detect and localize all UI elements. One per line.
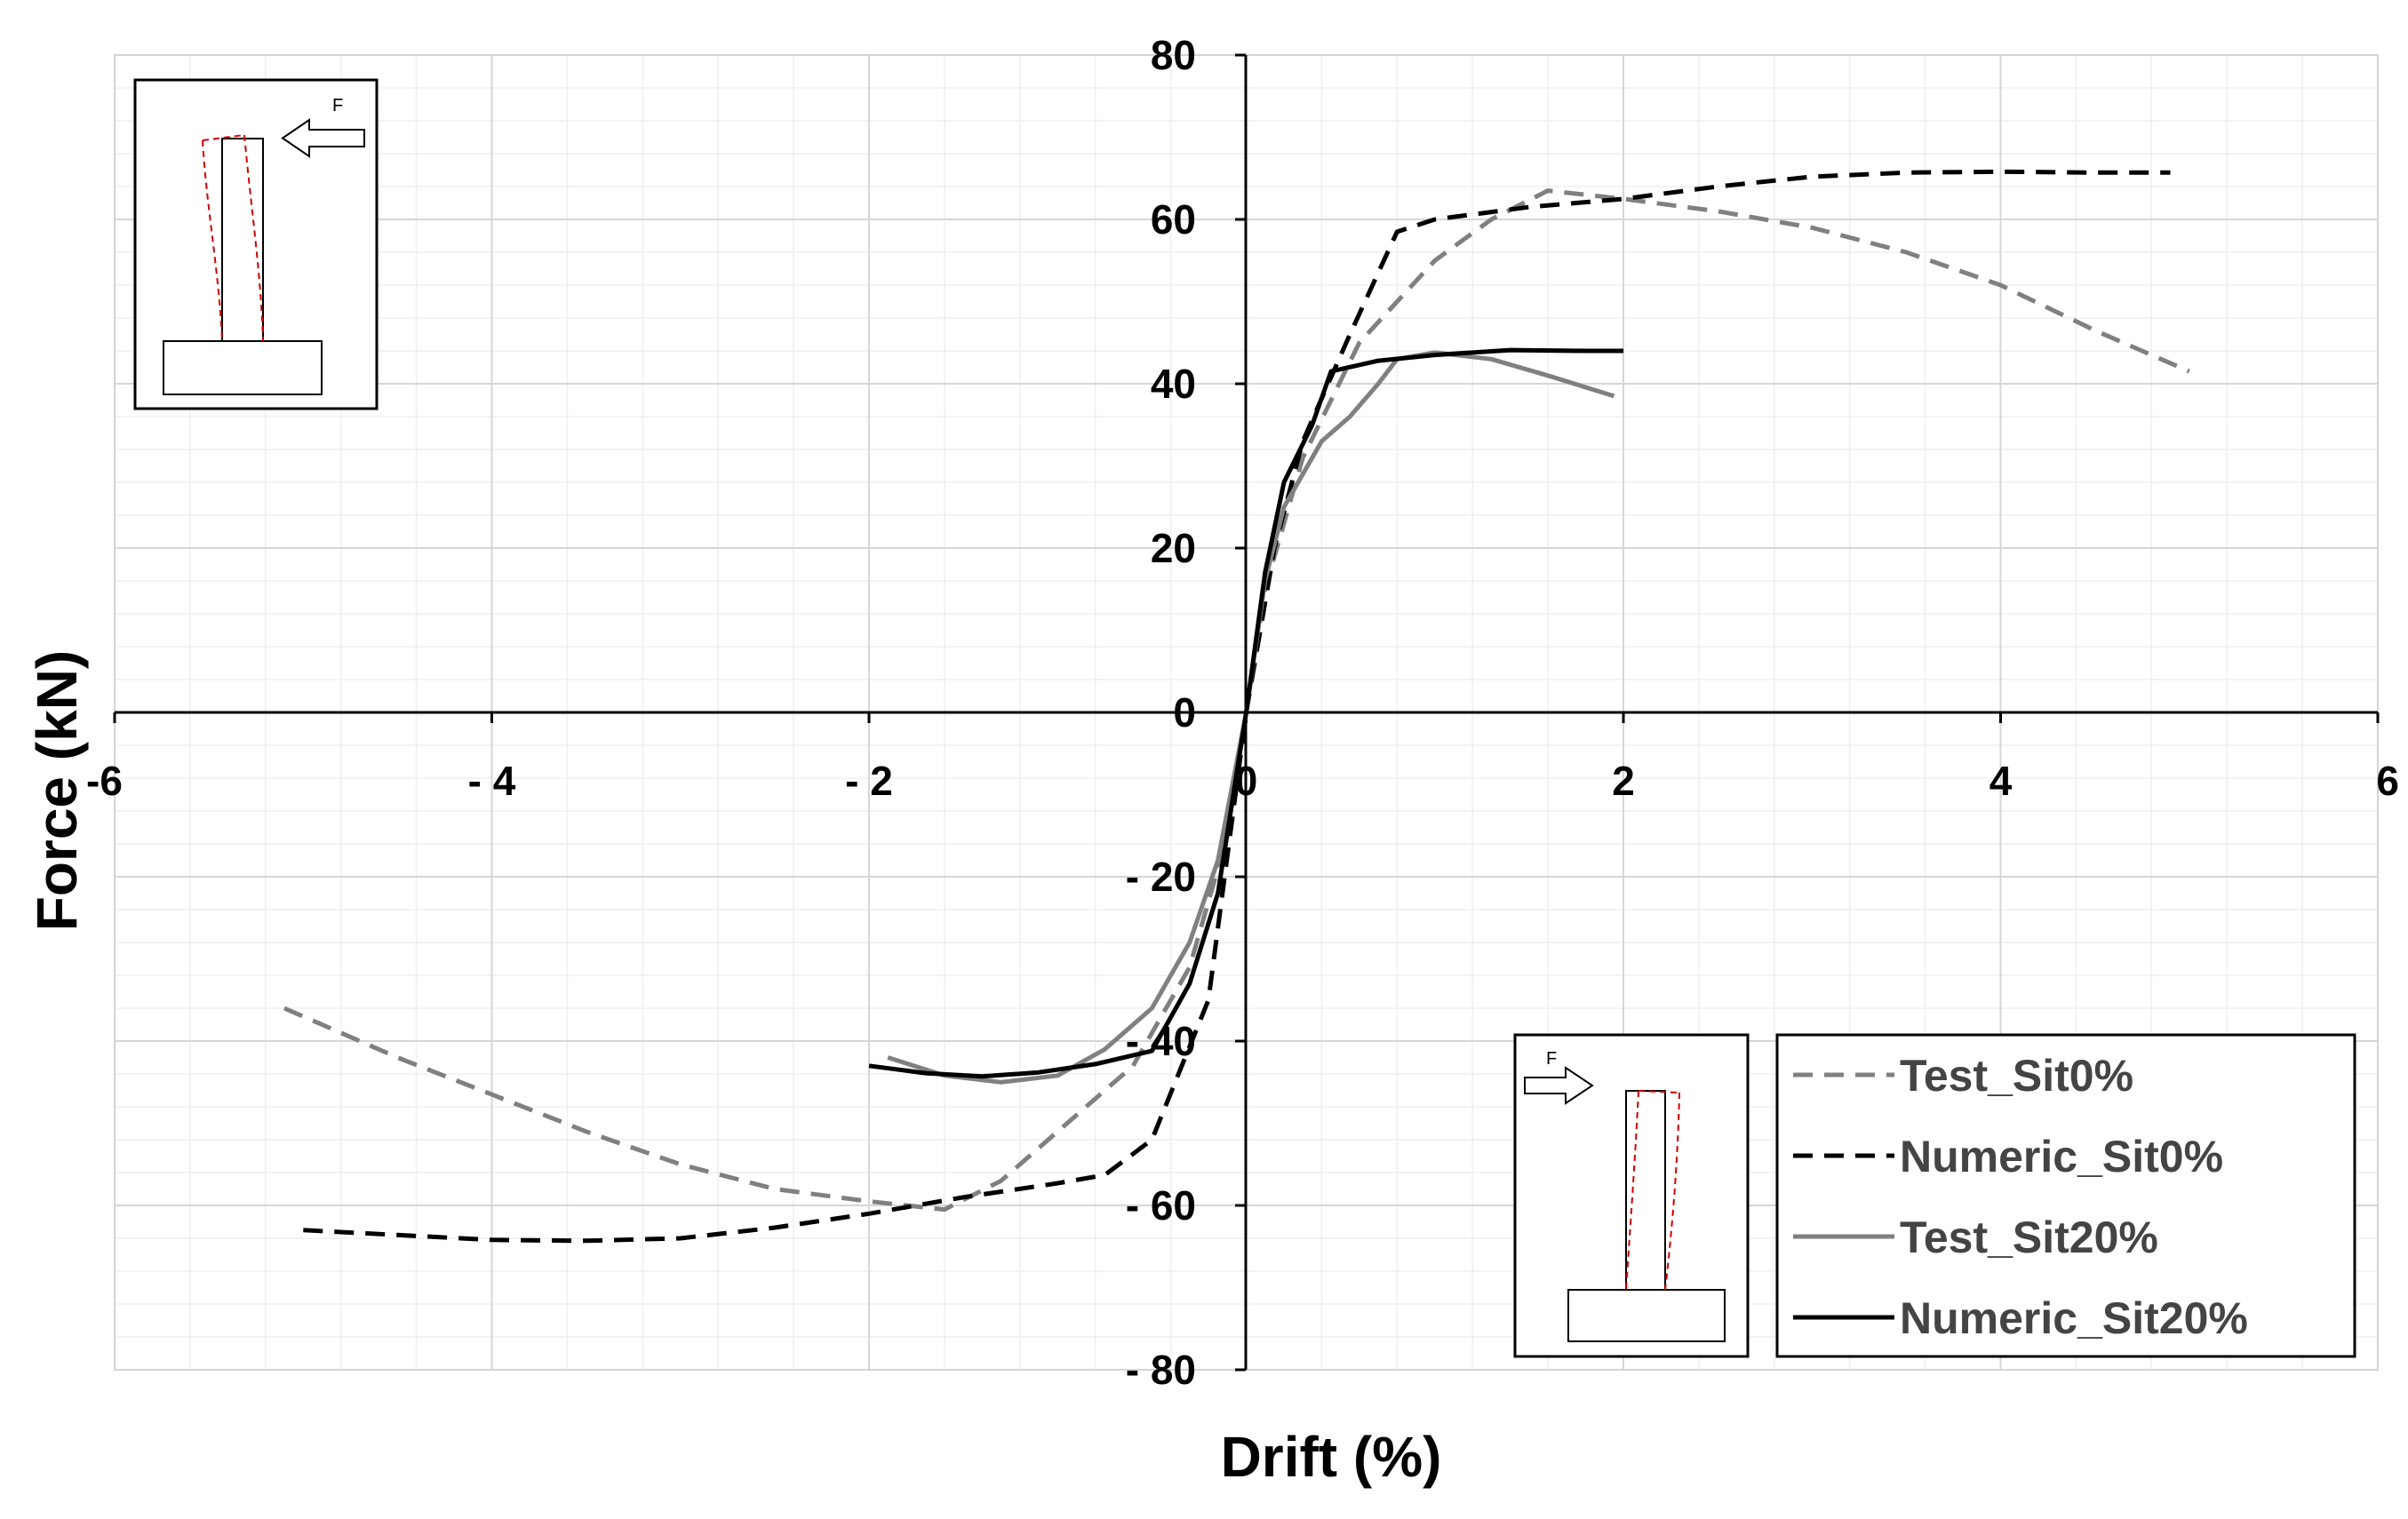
y-tick-label: 0 xyxy=(1173,689,1196,736)
y-tick-label: - 80 xyxy=(1126,1347,1196,1393)
series-line xyxy=(887,350,1615,1085)
legend-label: Test_Sit0% xyxy=(1900,1051,2133,1101)
x-tick-label: 4 xyxy=(1989,758,2013,804)
column-rect xyxy=(221,138,264,342)
series-line xyxy=(868,347,1623,1079)
y-axis-title: Force (kN) xyxy=(25,650,89,932)
x-tick-label: -6 xyxy=(86,758,123,804)
legend-label: Numeric_Sit0% xyxy=(1900,1132,2223,1181)
footing-rect xyxy=(1567,1289,1726,1342)
legend-entries: Test_Sit0% Numeric_Sit0% Test_Sit20% Numeri… xyxy=(1793,1051,2248,1343)
bottom-right-inset: F xyxy=(1513,1033,1750,1358)
x-tick-label: 6 xyxy=(2376,758,2399,804)
force-arrow-icon xyxy=(1524,1066,1594,1105)
force-label: F xyxy=(1546,1049,1557,1069)
y-tick-label: 60 xyxy=(1151,196,1196,243)
force-label: F xyxy=(332,96,343,115)
top-left-inset: F xyxy=(133,78,379,410)
y-tick-label: 20 xyxy=(1151,525,1196,571)
x-tick-label: 2 xyxy=(1612,758,1635,804)
legend-label: Test_Sit20% xyxy=(1900,1213,2158,1262)
legend-label: Numeric_Sit20% xyxy=(1900,1293,2248,1343)
force-arrow-icon xyxy=(281,118,365,158)
y-tick-label: - 20 xyxy=(1126,854,1196,900)
x-tick-label: - 4 xyxy=(468,758,516,804)
deformed-shape-outline xyxy=(202,134,264,342)
deformed-shape-outline xyxy=(1625,1090,1680,1291)
series-line xyxy=(303,169,2171,1244)
y-tick-label: - 60 xyxy=(1126,1182,1196,1229)
series-layer xyxy=(283,169,2190,1244)
x-tick-label: - 2 xyxy=(845,758,893,804)
x-axis-title: Drift (%) xyxy=(1221,1425,1442,1489)
legend: Test_Sit0% Numeric_Sit0% Test_Sit20% Numeri… xyxy=(1775,1033,2356,1358)
legend-frame xyxy=(1775,1033,2356,1358)
y-tick-label: 80 xyxy=(1151,32,1196,78)
footing-rect xyxy=(163,340,323,395)
y-tick-label: 40 xyxy=(1151,361,1196,407)
